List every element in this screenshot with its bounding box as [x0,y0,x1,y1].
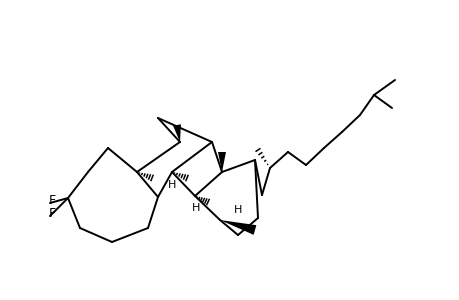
Text: F: F [48,208,56,220]
Polygon shape [219,220,256,235]
Polygon shape [173,124,180,142]
Polygon shape [218,152,225,172]
Text: H: H [191,203,200,213]
Text: H: H [168,180,176,190]
Text: F: F [48,194,56,206]
Text: H: H [233,205,241,215]
